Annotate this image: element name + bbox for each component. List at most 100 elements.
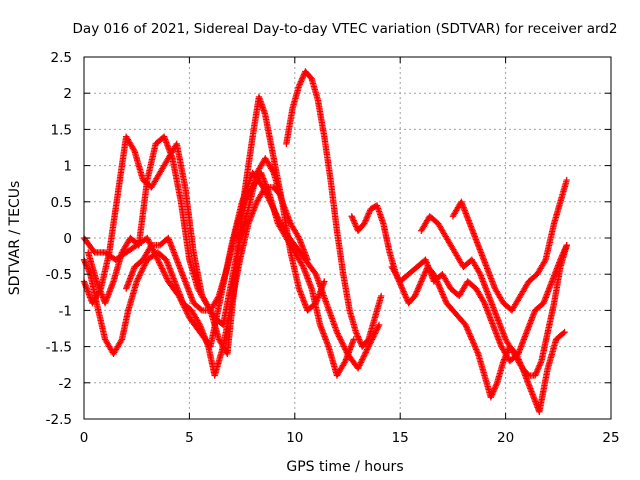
data-point (338, 339, 346, 346)
y-tick-label: 1.5 (51, 122, 72, 138)
data-point (365, 210, 372, 217)
data-point (356, 337, 363, 345)
data-point (361, 220, 368, 227)
data-point (359, 356, 366, 363)
data-point (269, 168, 277, 175)
data-point (561, 328, 568, 336)
data-point (418, 278, 425, 285)
data-point (354, 333, 362, 340)
data-point (464, 327, 472, 334)
data-point (558, 253, 565, 261)
data-point (184, 310, 191, 317)
data-point (117, 337, 125, 345)
data-point (533, 368, 541, 375)
data-point (411, 292, 419, 300)
data-point (462, 321, 469, 329)
data-point (537, 359, 545, 366)
data-point (402, 294, 410, 301)
x-tick-label: 5 (185, 430, 194, 446)
data-point (473, 346, 480, 353)
data-point (296, 81, 303, 88)
data-point (418, 276, 426, 284)
data-point (463, 324, 471, 331)
data-point (162, 272, 169, 279)
y-tick-label: 2 (63, 86, 72, 102)
data-point (361, 350, 369, 358)
data-point (487, 394, 495, 401)
data-point (466, 330, 473, 337)
data-point (473, 347, 481, 355)
data-point (492, 382, 500, 389)
data-point (468, 334, 475, 342)
data-point (435, 282, 443, 289)
data-point (298, 76, 305, 84)
data-point (340, 341, 347, 349)
data-point (373, 326, 381, 333)
data-point (339, 340, 346, 347)
data-point (364, 213, 371, 220)
x-tick-label: 20 (497, 430, 514, 446)
axis-ticks: 0 5 10 15 20 25 -2.5 -2 -1.5 -1 -0.5 0 0.5 1 1.5 2 2.5 (46, 50, 620, 446)
data-point (135, 273, 143, 281)
data-point (401, 291, 409, 298)
data-point (416, 282, 423, 289)
y-tick-label: -2.5 (46, 412, 72, 428)
data-point (307, 74, 314, 81)
data-point (179, 301, 187, 308)
data-point (438, 288, 445, 295)
data-point (363, 346, 371, 353)
data-point (441, 295, 448, 303)
plot-frame (83, 56, 612, 420)
data-point (83, 263, 91, 271)
data-point (414, 285, 422, 292)
data-point (136, 272, 143, 279)
data-point (311, 269, 319, 277)
data-point (400, 288, 407, 295)
data-point (490, 388, 497, 395)
data-point (356, 360, 364, 368)
data-point (85, 266, 92, 274)
data-point (374, 324, 381, 331)
data-point (416, 281, 424, 288)
data-point (181, 305, 189, 313)
series-track-f (283, 68, 385, 350)
data-point (355, 336, 363, 343)
data-point (462, 323, 470, 330)
data-point (366, 208, 373, 216)
data-point (420, 272, 428, 279)
data-point (559, 252, 566, 259)
data-point (474, 349, 481, 356)
data-point (533, 369, 540, 376)
data-point (294, 233, 302, 240)
data-point (469, 339, 477, 346)
data-point (471, 343, 479, 350)
data-point (300, 72, 307, 80)
series-track-h (388, 242, 570, 365)
data-point (158, 265, 166, 272)
data-point (137, 271, 144, 278)
data-point (179, 299, 186, 307)
data-point (357, 339, 364, 346)
data-point (184, 311, 192, 318)
data-point (359, 354, 367, 362)
data-point (159, 266, 166, 274)
data-point (130, 146, 137, 153)
data-point (157, 262, 164, 269)
data-point (321, 278, 328, 285)
data-point (560, 329, 567, 337)
data-point (414, 286, 421, 294)
data-point (153, 253, 160, 261)
data-point (361, 218, 369, 226)
x-axis-label: GPS time / hours (286, 459, 403, 475)
data-point (440, 294, 448, 301)
data-point (419, 275, 426, 282)
data-point (144, 234, 151, 242)
data-point (421, 271, 428, 278)
data-point (175, 292, 183, 300)
data-point (133, 278, 140, 285)
data-point (464, 326, 471, 333)
data-point (412, 291, 419, 298)
data-point (417, 279, 424, 287)
series-track-e (122, 169, 358, 379)
